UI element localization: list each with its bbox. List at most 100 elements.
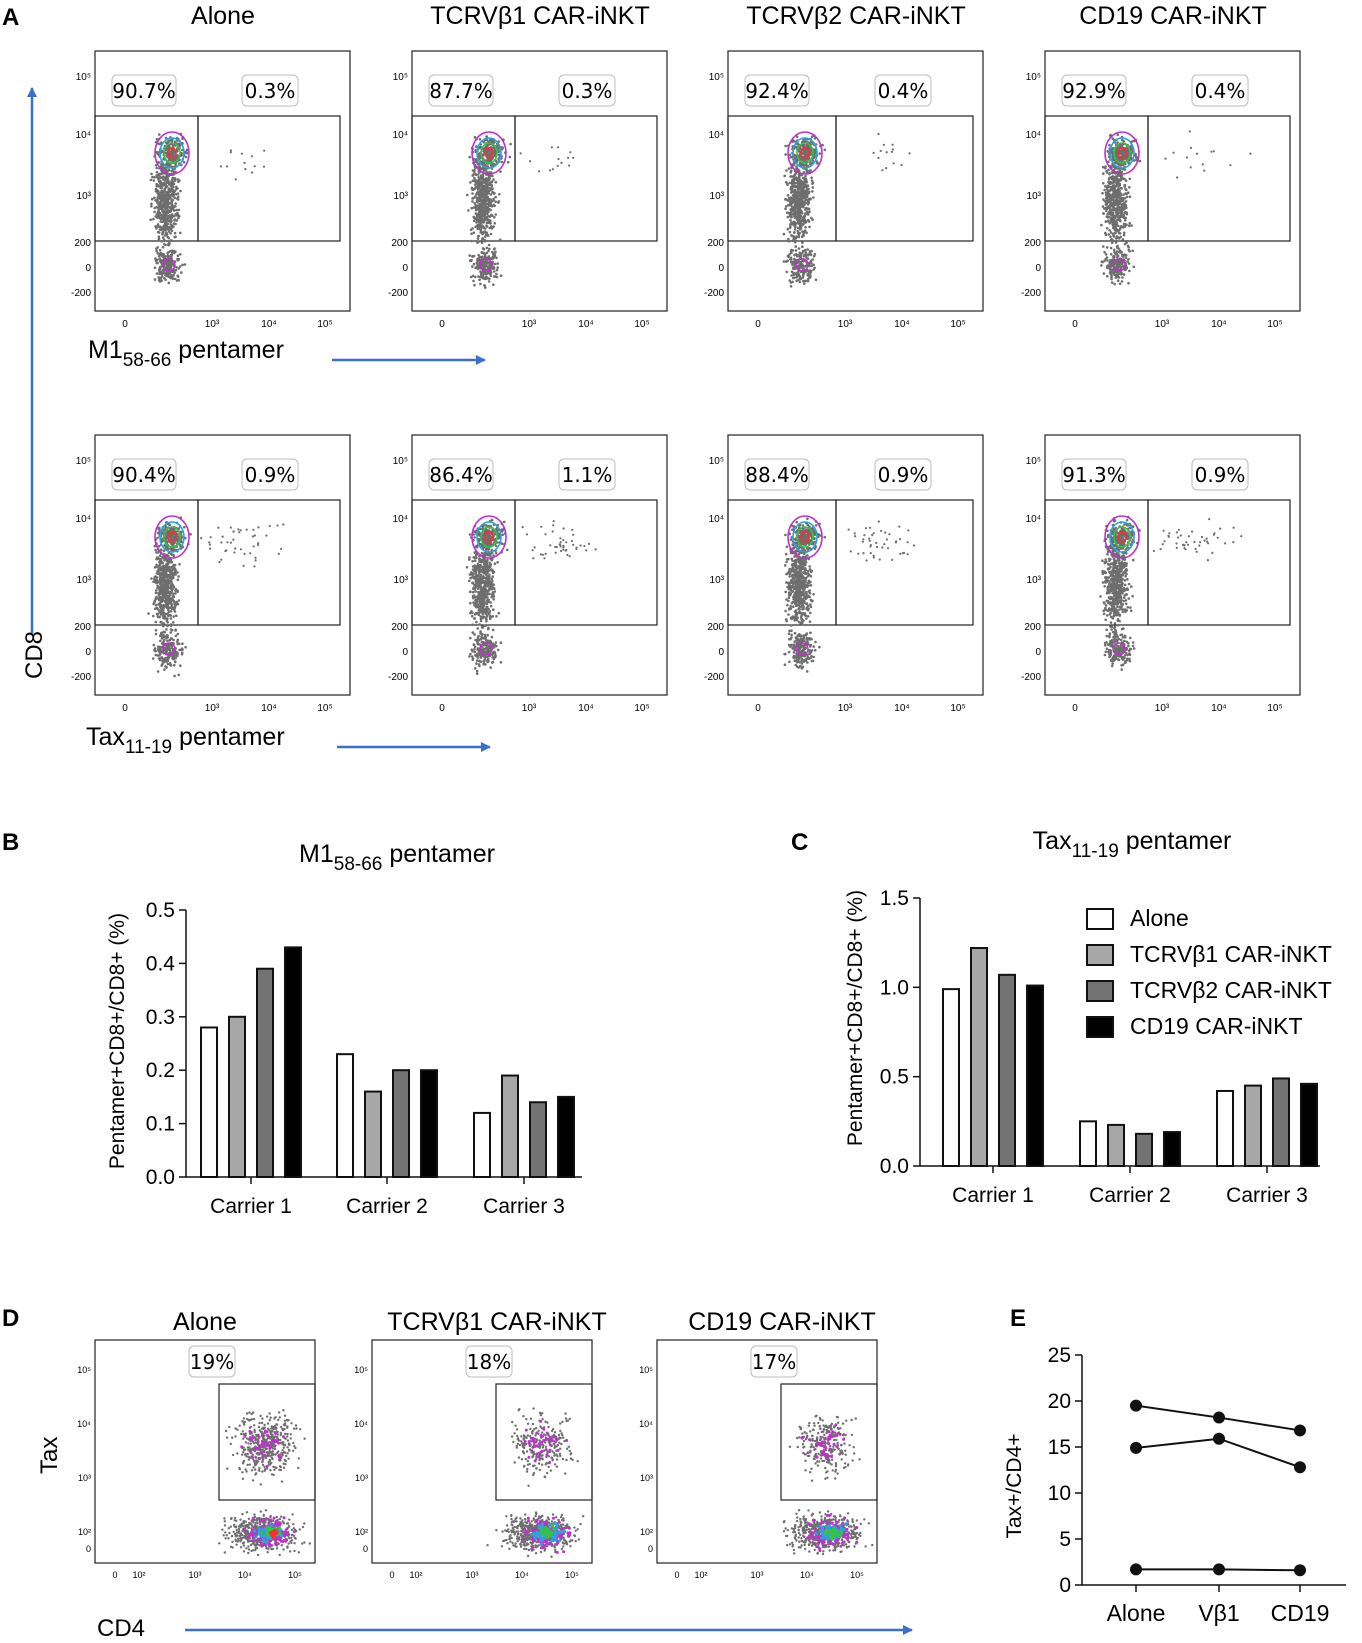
event-dot — [486, 191, 490, 195]
event-dot — [169, 631, 172, 634]
event-dot — [163, 217, 166, 220]
event-dot — [161, 606, 165, 609]
event-dot — [803, 192, 806, 195]
event-dot — [479, 194, 482, 197]
event-dot — [1118, 232, 1122, 235]
event-dot — [789, 212, 793, 216]
event-dot — [506, 160, 510, 164]
y-tick-label: 10⁵ — [393, 456, 408, 467]
event-dot — [166, 612, 169, 615]
event-dot — [163, 638, 166, 642]
event-dot — [805, 210, 809, 213]
event-dot — [791, 197, 794, 200]
event-dot — [1116, 224, 1120, 228]
event-dot — [795, 200, 799, 204]
event-dot — [1123, 207, 1126, 211]
event-dot — [159, 200, 162, 204]
event-dot — [163, 211, 166, 214]
y-tick-label: 0 — [402, 263, 408, 274]
event-dot — [1110, 220, 1113, 224]
event-dot — [792, 213, 796, 216]
event-dot — [1119, 251, 1122, 254]
gate-positive-percent-box — [558, 74, 616, 107]
event-dot — [900, 163, 903, 167]
event-dot — [177, 142, 181, 146]
event-dot — [152, 643, 156, 647]
y-tick-label: 0 — [402, 647, 408, 658]
event-dot — [163, 668, 166, 671]
event-dot — [805, 256, 808, 260]
event-dot — [176, 638, 180, 642]
event-dot — [805, 184, 809, 187]
event-dot — [172, 594, 175, 598]
x-tick-label: 0 — [1072, 319, 1078, 330]
event-dot — [220, 558, 223, 561]
event-dot — [801, 245, 804, 249]
event-dot — [179, 231, 182, 235]
y-tick-label: 10³ — [710, 191, 725, 202]
event-dot — [169, 189, 172, 193]
event-dot — [1109, 203, 1112, 206]
event-dot — [572, 156, 575, 159]
event-dot — [496, 262, 500, 265]
event-dot — [149, 218, 152, 222]
event-dot — [808, 169, 811, 172]
event-dot — [170, 239, 174, 243]
event-dot — [789, 185, 793, 189]
event-dot — [471, 174, 475, 177]
event-dot — [1123, 203, 1127, 206]
event-dot — [551, 168, 555, 171]
event-dot — [1118, 227, 1122, 231]
event-dot — [877, 156, 880, 159]
event-dot — [1110, 239, 1113, 242]
event-dot — [233, 551, 236, 554]
event-dot — [174, 205, 177, 208]
event-dot — [467, 209, 470, 212]
event-dot — [484, 255, 487, 258]
x-tick-label: 0 — [122, 319, 128, 330]
event-dot — [471, 192, 474, 195]
event-dot — [793, 221, 796, 224]
event-dot — [165, 563, 169, 567]
event-dot — [169, 232, 172, 235]
event-dot — [174, 656, 177, 660]
x-tick-label: 0 — [439, 319, 445, 330]
y-tick-label: 200 — [1024, 238, 1041, 249]
event-dot — [483, 200, 487, 203]
event-dot — [483, 217, 487, 221]
event-dot — [159, 566, 163, 569]
event-dot — [239, 548, 242, 551]
event-dot — [1107, 233, 1110, 236]
event-dot — [479, 230, 483, 234]
event-dot — [1113, 187, 1117, 190]
event-dot — [496, 266, 500, 269]
event-dot — [485, 185, 489, 189]
event-dot — [1132, 265, 1136, 269]
event-dot — [165, 584, 168, 587]
event-dot — [176, 590, 179, 593]
event-dot — [167, 268, 171, 271]
event-dot — [159, 251, 163, 255]
event-dot — [161, 246, 165, 249]
event-dot — [164, 262, 167, 266]
event-dot — [473, 169, 476, 172]
event-dot — [1122, 231, 1126, 235]
event-dot — [1124, 200, 1128, 203]
gate-negative — [411, 499, 516, 626]
event-dot — [254, 556, 257, 559]
gate-positive — [835, 115, 974, 242]
event-dot — [172, 592, 175, 596]
event-dot — [161, 561, 164, 565]
event-dot — [492, 203, 496, 207]
event-dot — [814, 278, 818, 282]
event-dot — [476, 190, 480, 193]
event-dot — [804, 265, 807, 268]
event-dot — [470, 206, 474, 210]
event-dot — [172, 193, 176, 196]
event-dot — [793, 197, 796, 200]
event-dot — [475, 221, 478, 224]
event-dot — [1110, 277, 1113, 281]
event-dot — [472, 279, 475, 283]
event-dot — [468, 155, 472, 159]
event-dot — [155, 198, 159, 202]
